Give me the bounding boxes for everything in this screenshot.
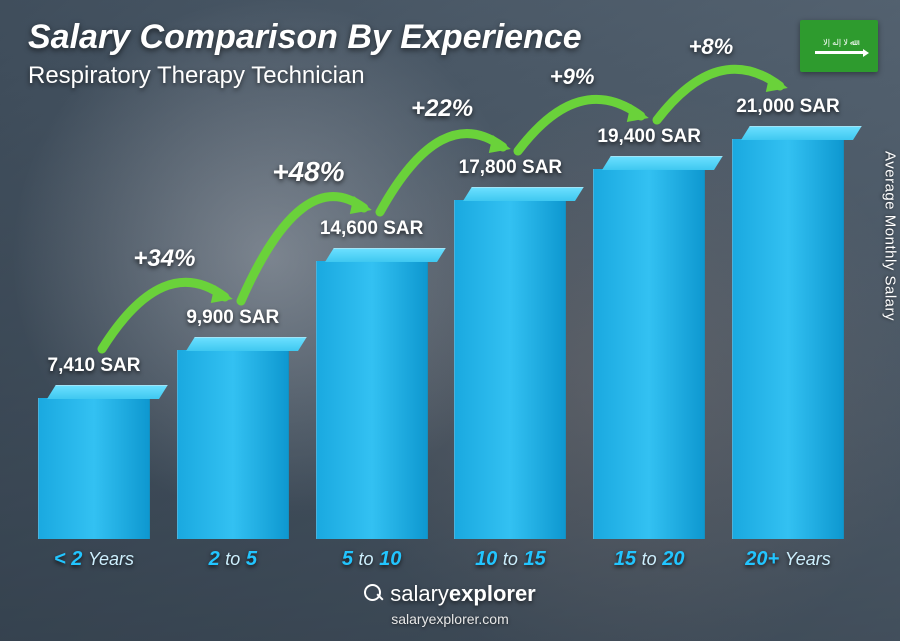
chart-subtitle: Respiratory Therapy Technician bbox=[28, 62, 365, 90]
chart-title: Salary Comparison By Experience bbox=[28, 18, 582, 57]
footer-url: salaryexplorer.com bbox=[0, 611, 900, 627]
chart-column: 7,410 SAR < 2 Years bbox=[30, 355, 158, 569]
footer: salaryexplorer salaryexplorer.com bbox=[0, 581, 900, 627]
bar-category-label: 5 to 10 bbox=[342, 549, 402, 569]
bar-value-label: 17,800 SAR bbox=[459, 157, 563, 179]
pct-change-label: +22% bbox=[411, 95, 473, 123]
pct-change-label: +48% bbox=[272, 156, 344, 188]
bar-value-label: 7,410 SAR bbox=[48, 355, 141, 377]
brand-prefix: salary bbox=[390, 581, 449, 606]
chart-column: 21,000 SAR 20+ Years bbox=[724, 96, 852, 569]
bar bbox=[177, 337, 289, 539]
search-icon bbox=[364, 584, 384, 604]
bar bbox=[38, 385, 150, 539]
bar bbox=[316, 248, 428, 539]
bar bbox=[593, 156, 705, 539]
bar-category-label: 20+ Years bbox=[745, 549, 831, 569]
bar-category-label: 15 to 20 bbox=[614, 549, 685, 569]
bar-category-label: 10 to 15 bbox=[475, 549, 546, 569]
chart-column: 14,600 SAR 5 to 10 bbox=[308, 218, 436, 569]
pct-change-label: +34% bbox=[133, 245, 195, 273]
brand-bold: explorer bbox=[449, 581, 536, 606]
bar bbox=[732, 126, 844, 539]
pct-change-label: +9% bbox=[550, 64, 595, 90]
country-flag-icon: ﷲ ﻻ ﺇﻟﻪ ﺇﻻ bbox=[800, 20, 878, 72]
chart-column: 9,900 SAR 2 to 5 bbox=[169, 307, 297, 569]
salary-bar-chart: 7,410 SAR < 2 Years 9,900 SAR 2 to 5 14,600 … bbox=[30, 99, 852, 569]
chart-column: 19,400 SAR 15 to 20 bbox=[585, 126, 713, 569]
brand-logo: salaryexplorer bbox=[364, 581, 536, 607]
pct-change-label: +8% bbox=[689, 34, 734, 60]
chart-column: 17,800 SAR 10 to 15 bbox=[446, 157, 574, 569]
bar bbox=[454, 187, 566, 539]
bar-value-label: 9,900 SAR bbox=[186, 307, 279, 329]
bar-value-label: 19,400 SAR bbox=[597, 126, 701, 148]
bar-category-label: < 2 Years bbox=[54, 549, 134, 569]
y-axis-label: Average Monthly Salary bbox=[882, 151, 899, 321]
bar-value-label: 21,000 SAR bbox=[736, 96, 840, 118]
bar-category-label: 2 to 5 bbox=[209, 549, 257, 569]
bar-value-label: 14,600 SAR bbox=[320, 218, 424, 240]
